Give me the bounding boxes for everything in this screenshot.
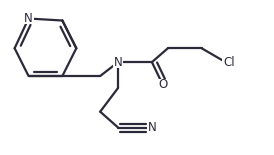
Text: Cl: Cl xyxy=(224,56,235,69)
Text: N: N xyxy=(114,56,122,69)
Text: O: O xyxy=(158,78,167,91)
Text: N: N xyxy=(147,121,156,134)
Bar xyxy=(222,56,238,68)
Text: N: N xyxy=(24,12,33,25)
Bar xyxy=(24,13,33,24)
Bar xyxy=(113,56,123,68)
Bar xyxy=(158,79,168,91)
Bar xyxy=(147,122,157,133)
